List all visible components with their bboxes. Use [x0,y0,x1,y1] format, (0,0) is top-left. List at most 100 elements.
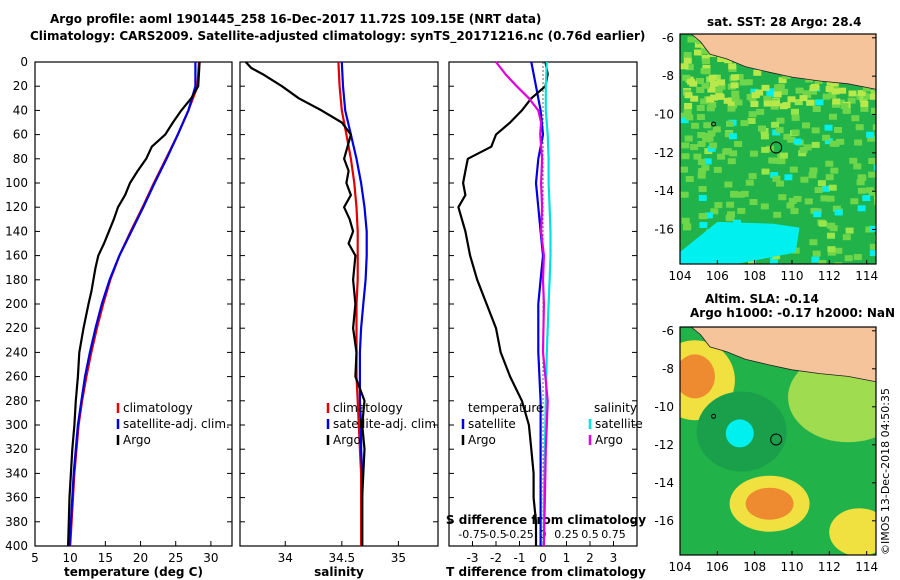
depth-tick-label: 160 [5,249,28,263]
difference-s-xtick-label: 0.75 [601,528,626,541]
sst-cell [697,141,706,147]
sla-map-ytick-label: -6 [662,324,674,338]
sst-cell-north [684,103,693,109]
sst-cell [681,217,690,224]
sst-cell [761,168,770,175]
sst-cell-north [763,95,772,102]
difference-salinity-legend-label: satellite [595,417,643,431]
sst-cell [745,179,754,186]
sst-cell [814,187,823,193]
sst-cell [855,124,864,131]
sst-cell-north [728,63,737,70]
sst-cell-north [680,63,689,70]
sla-map-xtick-label: 110 [781,560,804,574]
sst-cell [748,111,757,118]
sst-cell [726,201,735,208]
sla-map-ytick-label: -14 [654,476,674,490]
sst-cell [766,145,775,152]
sst-cell [775,127,784,134]
sst-cell-north [753,69,762,76]
salinity-legend-label: climatology [333,401,403,415]
sst-cell-north [763,100,772,107]
sst-cell [866,187,874,194]
sst-cell [842,107,851,114]
temperature-xlabel: temperature (deg C) [64,565,203,579]
salinity-xtick-label: 34.5 [328,551,355,565]
sst-cell [680,166,688,173]
sst-cell [822,93,831,100]
sst-cell [834,262,843,264]
sla-map-ytick-label: -8 [662,362,674,376]
sst-cell-north [795,87,804,94]
sst-cell [860,105,869,112]
sst-cell [776,180,785,187]
sst-cell [696,87,705,93]
sst-cell-north [771,100,780,107]
sst-cell [824,138,833,145]
sst-cell [869,225,876,232]
sst-cell-north [683,57,692,64]
sst-cell [769,257,778,264]
sst-cell [685,176,694,182]
sst-cell [844,255,853,262]
sst-cell [777,158,786,165]
difference-series-temperature-argo [457,61,549,546]
sst-cell [727,158,736,165]
sst-cell [707,130,716,137]
sst-cell [701,164,710,171]
sst-map-xtick-label: 110 [781,269,804,283]
difference-legend-salinity-title: salinity [594,401,637,415]
sla-high-east [829,508,876,555]
sst-cell-north [690,95,699,102]
sst-cell [827,246,836,253]
sst-cell [824,124,833,131]
sst-cell [829,225,838,232]
sst-cell-north [702,65,711,71]
sst-cell-north [702,68,711,75]
sst-cell [772,175,781,182]
depth-tick-label: 40 [13,103,28,117]
chart-title-line1: Argo profile: aoml 1901445_258 16-Dec-20… [50,12,542,26]
temperature-series-argo [67,61,201,547]
sst-cell-north [857,90,866,97]
sst-cell [821,185,830,192]
sst-cell [808,88,817,95]
sst-map-xtick-label: 112 [818,269,841,283]
sst-cell-north [724,57,733,64]
depth-tick-label: 100 [5,176,28,190]
difference-s-xtick-label: -0.75 [458,528,486,541]
sst-cell [758,125,766,132]
temperature-panel-frame [34,61,233,547]
sst-cell-north [723,97,732,104]
sst-cell-north [761,84,770,91]
sst-cell-north [702,58,710,65]
sst-cell [811,141,820,148]
difference-t-xtick-label: -2 [490,551,502,565]
sst-cell [696,78,704,84]
sst-cell-north [687,36,696,43]
sst-cell-north [848,90,857,97]
temperature-xtick-label: 20 [133,551,148,565]
difference-s-xtick-label: 0.5 [581,528,599,541]
sst-cell [798,150,807,157]
sst-cell [740,120,749,127]
sst-cell-north [730,74,739,81]
sst-cell [690,144,699,151]
sst-map-coastline [690,34,876,90]
sst-cell-north [751,92,760,99]
sst-cell [749,150,758,157]
sst-map-ytick-label: -8 [662,69,674,83]
sst-cell [772,157,780,164]
depth-tick-label: 300 [5,418,28,432]
sla-map-field [680,327,876,555]
sst-map-ytick-label: -12 [654,146,674,160]
difference-s-xlabel: S difference from climatology [446,513,646,527]
sst-cell-north [774,84,783,91]
sst-cell [845,227,854,234]
sst-cell-north [682,74,691,81]
sst-cell [791,129,800,136]
salinity-panel-frame [239,61,439,547]
sst-map-xtick-label: 114 [855,269,878,283]
salinity-xtick-label: 35 [391,551,406,565]
